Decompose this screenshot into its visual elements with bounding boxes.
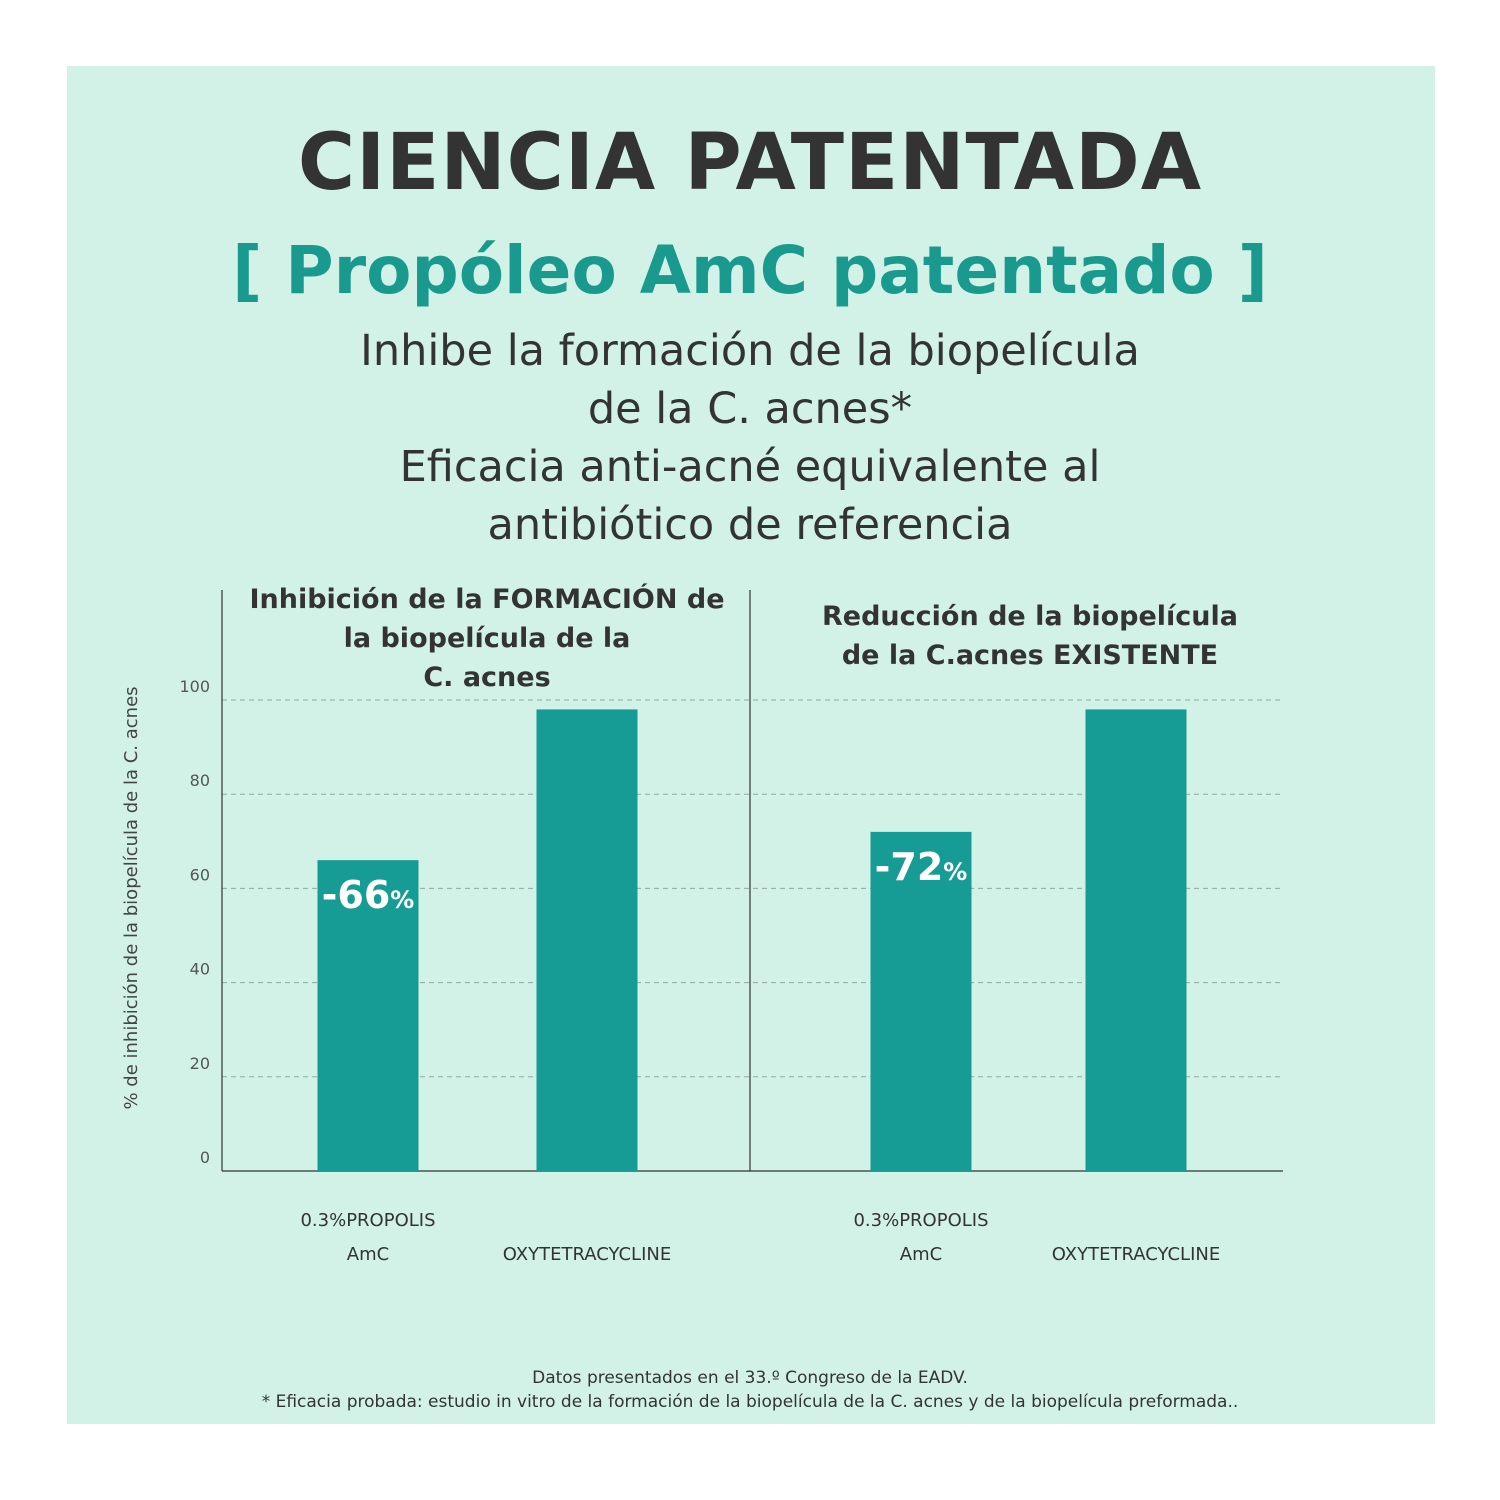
bar	[536, 709, 638, 1171]
bar	[1085, 709, 1187, 1171]
claim-line: antibiótico de referencia	[487, 500, 1013, 550]
y-axis-label: % de inhibición de la biopelícula de la …	[121, 686, 142, 1109]
bar-value-label: -72%	[875, 845, 968, 889]
bar-value-label: -66%	[322, 873, 415, 917]
chart-title-line: la biopelícula de la	[343, 623, 631, 654]
y-tick-label: 100	[179, 677, 210, 696]
footnote: Datos presentados en el 33.º Congreso de…	[0, 1366, 1500, 1414]
x-category-label: OXYTETRACYCLINE	[503, 1244, 672, 1265]
y-tick-label: 40	[190, 960, 210, 979]
chart-title-line: de la C.acnes EXISTENTE	[841, 640, 1219, 671]
x-category-label: OXYTETRACYCLINE	[1052, 1244, 1221, 1265]
y-tick-label: 20	[190, 1054, 210, 1073]
y-tick-label: 60	[190, 865, 210, 884]
y-tick-label: 0	[200, 1148, 210, 1167]
chart-title-formation: Inhibición de la FORMACIÓN de la biopelí…	[222, 580, 752, 697]
bar	[870, 831, 972, 1171]
claim-line: Inhibe la formación de la biopelícula	[360, 326, 1140, 376]
claims-block: Inhibe la formación de la biopelícula de…	[0, 322, 1500, 554]
chart-title-line: Inhibición de la FORMACIÓN de	[249, 584, 725, 615]
x-category-label: AmC	[347, 1244, 389, 1265]
x-category-label: AmC	[900, 1244, 942, 1265]
x-category-label: 0.3%PROPOLIS	[853, 1210, 988, 1231]
claim-line: Eficacia anti-acné equivalente al	[399, 442, 1101, 492]
claim-line: de la C. acnes*	[587, 384, 913, 434]
y-tick-label: 80	[190, 771, 210, 790]
footnote-line: * Eficacia probada: estudio in vitro de …	[261, 1392, 1239, 1412]
x-category-label: 0.3%PROPOLIS	[300, 1210, 435, 1231]
bar	[317, 860, 419, 1171]
chart-title-line: C. acnes	[423, 662, 551, 693]
background-panel	[67, 66, 1435, 1424]
footnote-line: Datos presentados en el 33.º Congreso de…	[532, 1368, 968, 1388]
chart-title-existing: Reducción de la biopelícula de la C.acne…	[770, 597, 1290, 675]
chart-title-line: Reducción de la biopelícula	[822, 601, 1238, 632]
page-subtitle: [ Propóleo AmC patentado ]	[232, 232, 1268, 309]
page-title: CIENCIA PATENTADA	[297, 118, 1203, 208]
